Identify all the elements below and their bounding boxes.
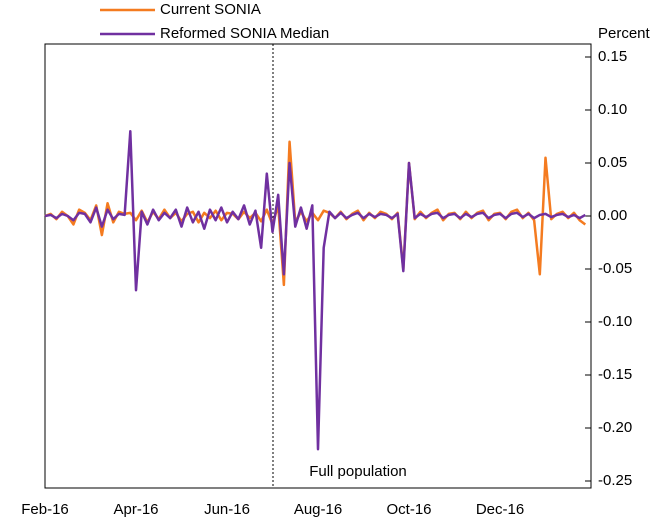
- series-line: [44, 129, 586, 451]
- x-tick-label: Oct-16: [386, 501, 431, 518]
- y-tick-label: 0.15: [598, 48, 627, 65]
- y-tick-label: -0.10: [598, 313, 632, 330]
- legend-label: Reformed SONIA Median: [160, 25, 329, 42]
- y-tick-label: 0.05: [598, 154, 627, 171]
- y-tick-label: -0.05: [598, 260, 632, 277]
- x-tick-label: Aug-16: [294, 501, 342, 518]
- y-tick-label: -0.15: [598, 366, 632, 383]
- plot-frame: [44, 43, 592, 489]
- y-axis-label: Percent: [598, 25, 651, 42]
- x-tick-label: Apr-16: [113, 501, 158, 518]
- y-tick-label: 0.10: [598, 101, 627, 118]
- y-tick-label: -0.20: [598, 419, 632, 436]
- annotation: Full population: [309, 463, 407, 480]
- y-tick-label: 0.00: [598, 207, 627, 224]
- x-tick-label: Jun-16: [204, 501, 250, 518]
- series-line: [44, 140, 587, 287]
- legend-label: Current SONIA: [160, 1, 261, 18]
- x-tick-label: Feb-16: [21, 501, 69, 518]
- y-tick-label: -0.25: [598, 472, 632, 489]
- x-tick-label: Dec-16: [476, 501, 524, 518]
